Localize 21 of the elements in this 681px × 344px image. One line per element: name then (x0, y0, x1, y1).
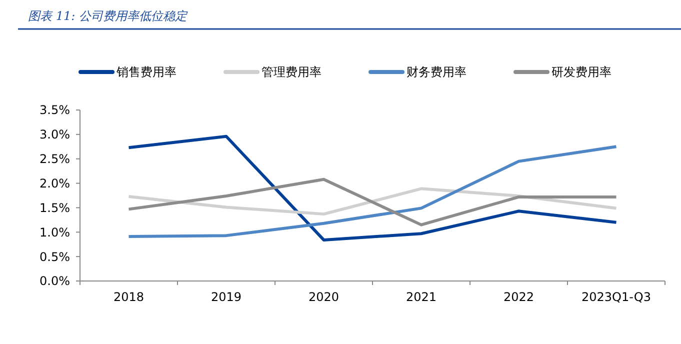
x-tick-label: 2020 (308, 290, 340, 304)
x-tick-label: 2023Q1-Q3 (582, 290, 651, 304)
chart-title: 图表 11: 公司费用率低位稳定 (28, 9, 188, 23)
x-tick-label: 2019 (210, 290, 242, 304)
y-tick-label: 3.0% (40, 128, 70, 142)
legend-label: 管理费用率 (262, 65, 322, 80)
x-tick-label: 2018 (113, 290, 144, 304)
y-tick-label: 0.5% (40, 250, 70, 264)
line-series (127, 187, 618, 216)
y-tick-label: 1.5% (40, 200, 70, 215)
y-tick-label: 3.5% (40, 103, 70, 118)
line-series (127, 178, 618, 226)
legend-label: 研发费用率 (552, 65, 612, 80)
y-tick-label: 0.0% (40, 274, 70, 288)
legend-label: 销售费用率 (116, 65, 176, 80)
y-tick-label: 1.0% (40, 225, 70, 240)
x-tick-label: 2021 (406, 290, 437, 304)
legend-label: 财务费用率 (406, 65, 466, 80)
y-tick-label: 2.0% (40, 176, 70, 190)
x-tick-label: 2022 (503, 290, 534, 304)
y-tick-label: 2.5% (40, 152, 70, 166)
